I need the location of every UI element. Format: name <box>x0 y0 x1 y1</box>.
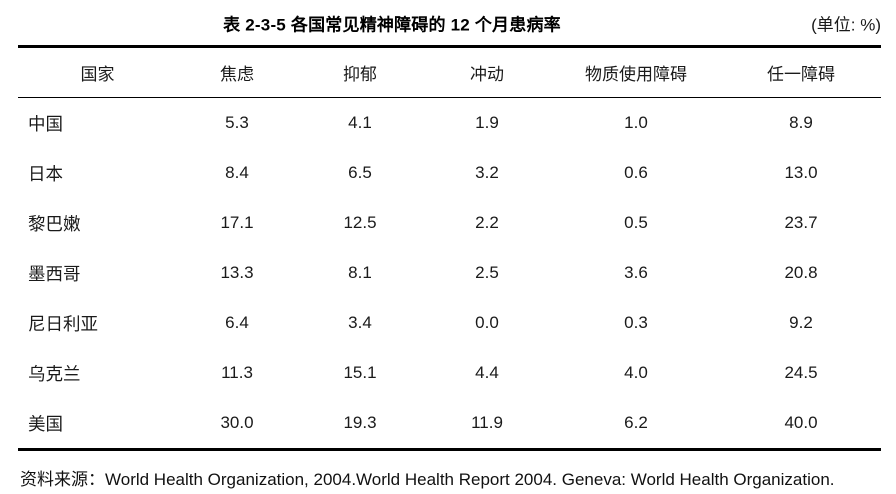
value-cell: 8.9 <box>789 113 813 132</box>
value-cell: 8.4 <box>225 163 249 182</box>
value-cell: 4.1 <box>348 113 372 132</box>
table-row: 美国 30.0 19.3 11.9 6.2 40.0 <box>18 398 881 448</box>
value-cell: 11.9 <box>471 413 503 432</box>
column-header-impulse: 冲动 <box>470 65 504 84</box>
table-header-row: 国家 焦虑 抑郁 冲动 物质使用障碍 任一障碍 <box>18 48 881 98</box>
country-cell: 乌克兰 <box>28 363 81 384</box>
value-cell: 17.1 <box>220 213 254 232</box>
value-cell: 4.4 <box>475 363 499 382</box>
value-cell: 11.3 <box>221 363 253 382</box>
table-caption-bar: 表 2-3-5 各国常见精神障碍的 12 个月患病率 (单位: %) <box>18 0 881 48</box>
table-row: 中国 5.3 4.1 1.9 1.0 8.9 <box>18 98 881 148</box>
value-cell: 0.3 <box>624 313 648 332</box>
value-cell: 13.3 <box>220 263 254 282</box>
table-row: 日本 8.4 6.5 3.2 0.6 13.0 <box>18 148 881 198</box>
value-cell: 1.9 <box>475 113 499 132</box>
value-cell: 40.0 <box>784 413 818 432</box>
value-cell: 15.1 <box>343 363 377 382</box>
value-cell: 4.0 <box>624 363 648 382</box>
table-row: 尼日利亚 6.4 3.4 0.0 0.3 9.2 <box>18 298 881 348</box>
value-cell: 19.3 <box>343 413 377 432</box>
country-cell: 中国 <box>28 113 63 134</box>
value-cell: 3.6 <box>624 263 648 282</box>
column-header-country: 国家 <box>80 65 115 84</box>
prevalence-table: 国家 焦虑 抑郁 冲动 物质使用障碍 任一障碍 中国 5.3 4.1 1.9 1… <box>18 48 881 451</box>
value-cell: 30.0 <box>220 413 254 432</box>
value-cell: 23.7 <box>784 213 818 232</box>
value-cell: 6.4 <box>225 313 249 332</box>
table-title: 表 2-3-5 各国常见精神障碍的 12 个月患病率 <box>223 15 561 34</box>
country-cell: 美国 <box>28 413 63 434</box>
value-cell: 20.8 <box>784 263 818 282</box>
value-cell: 2.2 <box>475 213 499 232</box>
country-cell: 尼日利亚 <box>28 313 98 334</box>
source-note: 资料来源：World Health Organization, 2004.Wor… <box>20 470 835 489</box>
value-cell: 24.5 <box>784 363 818 382</box>
country-cell: 黎巴嫩 <box>28 213 81 234</box>
value-cell: 9.2 <box>789 313 813 332</box>
value-cell: 2.5 <box>475 263 499 282</box>
value-cell: 6.5 <box>348 163 372 182</box>
column-header-anxiety: 焦虑 <box>220 65 254 84</box>
value-cell: 8.1 <box>348 263 372 282</box>
country-cell: 墨西哥 <box>28 263 81 284</box>
column-header-depression: 抑郁 <box>343 65 377 84</box>
value-cell: 0.0 <box>475 313 499 332</box>
column-header-any-disorder: 任一障碍 <box>767 65 835 84</box>
value-cell: 0.6 <box>624 163 648 182</box>
country-cell: 日本 <box>28 163 63 184</box>
column-header-substance-use: 物质使用障碍 <box>585 65 687 84</box>
value-cell: 0.5 <box>624 213 648 232</box>
table-row: 乌克兰 11.3 15.1 4.4 4.0 24.5 <box>18 348 881 398</box>
table-row: 墨西哥 13.3 8.1 2.5 3.6 20.8 <box>18 248 881 298</box>
value-cell: 6.2 <box>624 413 648 432</box>
value-cell: 1.0 <box>624 113 648 132</box>
value-cell: 3.4 <box>348 313 372 332</box>
value-cell: 3.2 <box>475 163 499 182</box>
value-cell: 12.5 <box>343 213 377 232</box>
value-cell: 5.3 <box>225 113 249 132</box>
value-cell: 13.0 <box>784 163 818 182</box>
unit-label: (单位: %) <box>811 15 881 34</box>
table-row: 黎巴嫩 17.1 12.5 2.2 0.5 23.7 <box>18 198 881 248</box>
